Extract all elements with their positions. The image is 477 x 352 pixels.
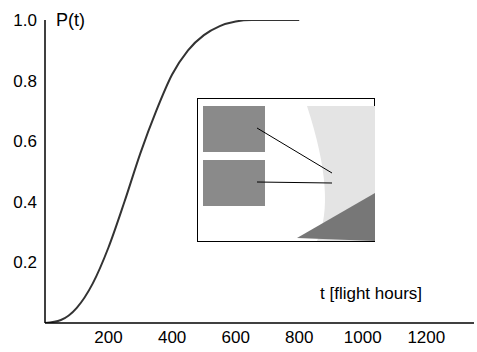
- svg-text:0.6: 0.6: [13, 132, 37, 151]
- svg-text:0.2: 0.2: [13, 253, 37, 272]
- svg-text:400: 400: [158, 328, 186, 347]
- svg-text:1.0: 1.0: [13, 11, 37, 30]
- svg-text:600: 600: [221, 328, 249, 347]
- svg-text:800: 800: [285, 328, 313, 347]
- svg-text:0.8: 0.8: [13, 72, 37, 91]
- html-text:t [flight hours]: t [flight hours]: [320, 284, 423, 303]
- svg-text:1000: 1000: [344, 328, 382, 347]
- html-text:P(t): P(t): [56, 10, 85, 30]
- svg-text:0.4: 0.4: [13, 193, 37, 212]
- svg-text:200: 200: [94, 328, 122, 347]
- svg-text:1200: 1200: [407, 328, 445, 347]
